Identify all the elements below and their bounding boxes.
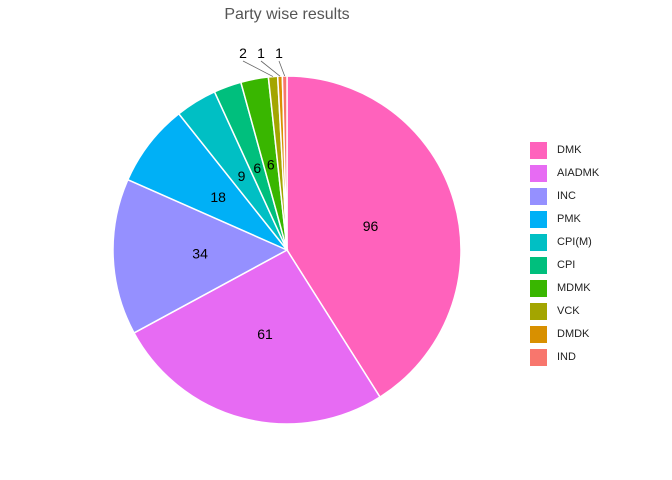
data-label: 9: [238, 168, 246, 184]
legend-item: DMDK: [530, 325, 589, 343]
data-label: 6: [253, 160, 261, 176]
legend-key: [530, 141, 547, 159]
data-label: 1: [257, 45, 265, 61]
legend-label: CPI(M): [557, 236, 592, 248]
legend-key: [530, 233, 547, 251]
data-label: 18: [210, 189, 226, 205]
legend-key: [530, 210, 547, 228]
legend-item: INC: [530, 187, 576, 205]
legend-label: INC: [557, 190, 576, 202]
legend-key: [530, 348, 547, 366]
legend-label: MDMK: [557, 282, 591, 294]
legend-label: CPI: [557, 259, 576, 271]
pie-slice-dmk: [286, 75, 462, 399]
legend-item: AIADMK: [530, 164, 599, 182]
legend-key: [530, 279, 547, 297]
leader-line: [242, 60, 274, 77]
legend-key: [530, 256, 547, 274]
legend-label: PMK: [557, 213, 581, 225]
data-label: 34: [192, 246, 208, 262]
legend-label: VCK: [557, 305, 580, 317]
data-label: 1: [275, 45, 283, 61]
legend-item: CPI(M): [530, 233, 592, 251]
legend-item: PMK: [530, 210, 581, 228]
legend-label: AIADMK: [557, 167, 600, 179]
legend-label: IND: [557, 351, 576, 363]
leader-line: [278, 60, 286, 77]
pie-slice-aiadmk: [133, 249, 382, 425]
legend-key: [530, 325, 547, 343]
legend-item: IND: [530, 348, 576, 366]
legend-key: [530, 302, 547, 320]
pie-slice-inc: [112, 178, 289, 334]
legend-item: MDMK: [530, 279, 591, 297]
legend-key: [530, 187, 547, 205]
legend-label: DMDK: [557, 328, 590, 340]
leader-line: [260, 60, 281, 77]
data-label: 2: [239, 45, 247, 61]
legend-item: VCK: [530, 302, 580, 320]
data-label: 6: [267, 157, 275, 173]
legend-item: CPI: [530, 256, 575, 274]
legend-key: [530, 164, 547, 182]
data-label: 61: [257, 326, 273, 342]
chart-title: Party wise results: [224, 6, 350, 23]
legend-label: DMK: [557, 144, 582, 156]
data-label: 96: [363, 218, 379, 234]
legend-item: DMK: [530, 141, 581, 159]
